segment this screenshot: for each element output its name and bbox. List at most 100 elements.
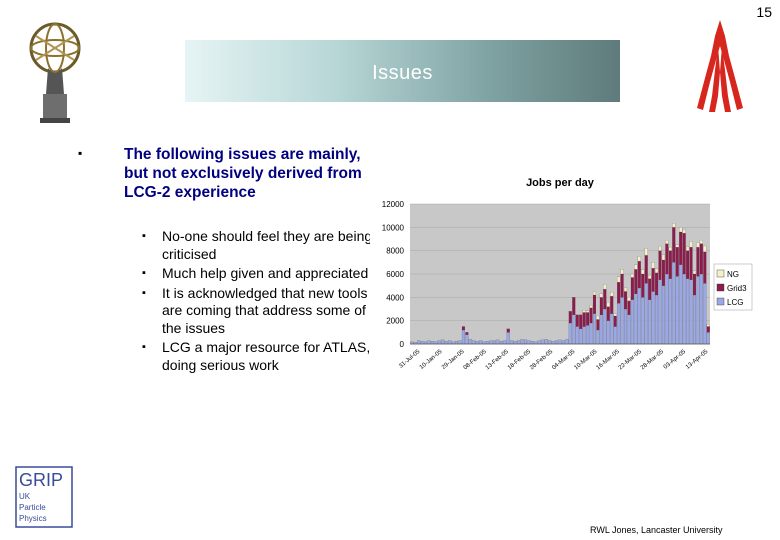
bar-segment — [648, 278, 652, 300]
grip-logo-icon: GRIP UK Particle Physics — [15, 466, 73, 528]
bar-segment — [503, 340, 507, 345]
jobs-per-day-chart: Jobs per day 0 2000 4000 6000 8000 10000 12000 3… — [370, 162, 756, 404]
y-tick-label: 8000 — [386, 247, 404, 256]
bar-segment — [644, 283, 648, 345]
bar-segment — [575, 326, 579, 345]
bar-segment — [572, 297, 576, 315]
bar-segment — [634, 269, 638, 294]
bar-segment — [675, 247, 679, 277]
bar-segment — [644, 248, 648, 256]
bar-segment — [686, 278, 690, 345]
list-item: ▪ No-one should feel they are being crit… — [142, 228, 382, 263]
bar-segment — [475, 341, 479, 345]
bar-segment — [624, 291, 628, 310]
bar-segment — [655, 272, 659, 296]
bar-segment — [641, 273, 645, 298]
sub-point-text: LCG a major resource for ATLAS, doing se… — [162, 339, 371, 373]
legend-label: LCG — [727, 298, 743, 307]
bar-segment — [689, 279, 693, 345]
bar-segment — [699, 243, 703, 275]
bar-segment — [524, 339, 528, 345]
bar-segment — [499, 341, 503, 345]
bar-segment — [417, 340, 421, 345]
bar-segment — [703, 245, 707, 252]
bar-segment — [465, 332, 469, 335]
bar-segment — [472, 340, 476, 345]
bar-segment — [582, 326, 586, 345]
bar-segment — [420, 341, 424, 345]
bar-segment — [596, 319, 600, 331]
page-title: Issues — [372, 62, 433, 84]
bar-segment — [692, 270, 696, 275]
bar-segment — [689, 241, 693, 248]
bar-segment — [579, 314, 583, 329]
y-tick-label: 6000 — [386, 270, 404, 279]
sub-point-list: ▪ No-one should feel they are being crit… — [142, 228, 382, 376]
bar-segment — [613, 326, 617, 345]
bar-segment — [586, 325, 590, 345]
chart-canvas: Jobs per day0200040006000800010000120003… — [370, 162, 756, 404]
bullet-marker: ▪ — [142, 267, 146, 279]
bar-segment — [606, 302, 610, 307]
bar-segment — [672, 223, 676, 228]
y-tick-label: 10000 — [382, 223, 405, 232]
bar-segment — [703, 251, 707, 284]
bar-segment — [648, 275, 652, 279]
bar-segment — [634, 293, 638, 345]
bar-segment — [582, 310, 586, 313]
bar-segment — [430, 341, 434, 345]
bar-segment — [696, 276, 700, 345]
bar-segment — [620, 269, 624, 275]
list-item: ▪ Much help given and appreciated — [142, 265, 382, 283]
bar-segment — [661, 259, 665, 286]
bar-segment — [637, 287, 641, 345]
bar-segment — [658, 250, 662, 280]
bar-segment — [661, 285, 665, 345]
bar-segment — [655, 268, 659, 273]
bar-segment — [551, 341, 555, 345]
bar-segment — [486, 341, 490, 345]
bar-segment — [624, 287, 628, 292]
bar-segment — [655, 294, 659, 345]
atlas-red-logo-icon — [693, 16, 747, 116]
bar-segment — [703, 283, 707, 345]
bar-segment — [651, 268, 655, 292]
bar-segment — [492, 340, 496, 345]
y-tick-label: 12000 — [382, 200, 405, 209]
bar-segment — [561, 340, 565, 345]
bar-segment — [696, 247, 700, 277]
title-bar: Issues — [185, 40, 620, 102]
grip-logo-line: Physics — [19, 514, 47, 523]
bar-segment — [679, 227, 683, 233]
bar-segment — [596, 329, 600, 345]
bar-segment — [496, 339, 500, 345]
bar-segment — [692, 273, 696, 296]
bullet-marker: ▪ — [142, 341, 146, 353]
bar-segment — [596, 315, 600, 320]
bar-segment — [537, 340, 541, 345]
bar-segment — [510, 340, 514, 345]
bar-segment — [548, 340, 552, 345]
bar-segment — [455, 341, 459, 345]
footer-credit: RWL Jones, Lancaster University — [590, 525, 723, 535]
bar-segment — [668, 250, 672, 279]
bar-segment — [613, 313, 617, 317]
bar-segment — [589, 307, 593, 324]
main-point: The following issues are mainly, but not… — [124, 146, 362, 201]
bar-segment — [458, 340, 462, 345]
bar-segment — [606, 320, 610, 345]
bar-segment — [648, 299, 652, 345]
atlas-logo-icon — [22, 16, 88, 126]
bar-segment — [489, 340, 493, 345]
bullet-marker: ▪ — [142, 230, 146, 242]
bar-segment — [692, 294, 696, 345]
bar-segment — [658, 246, 662, 251]
bar-segment — [627, 300, 631, 315]
legend-swatch — [716, 283, 725, 292]
bar-segment — [592, 294, 596, 314]
bar-segment — [675, 244, 679, 248]
bar-segment — [441, 339, 445, 345]
list-item: ▪ LCG a major resource for ATLAS, doing … — [142, 339, 382, 374]
bar-segment — [599, 314, 603, 345]
bar-segment — [568, 311, 572, 324]
